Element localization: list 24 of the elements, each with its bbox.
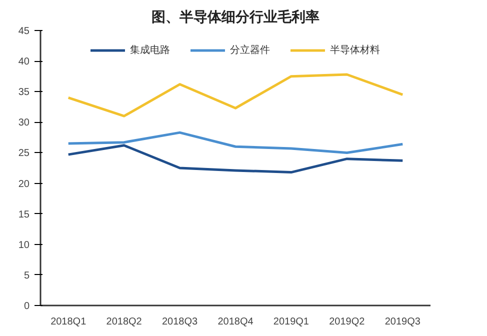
y-tick-label: 0 <box>24 301 30 312</box>
y-tick-label: 35 <box>18 87 30 98</box>
x-tick-label: 2018Q4 <box>218 316 254 328</box>
y-tick-label: 10 <box>18 240 30 251</box>
y-tick-label: 5 <box>24 270 30 282</box>
x-tick-label: 2018Q1 <box>50 316 87 328</box>
y-tick-label: 40 <box>18 56 30 68</box>
line-series <box>67 131 404 154</box>
y-tick-label: 25 <box>18 148 30 160</box>
x-tick-label: 2019Q2 <box>329 316 366 328</box>
line-series <box>67 144 404 174</box>
legend-label: 半导体材料 <box>330 44 380 57</box>
chart-title: 图、半导体细分行业毛利率 <box>152 8 320 26</box>
line-series <box>67 73 404 118</box>
y-tick-label: 15 <box>18 209 30 220</box>
legend-label: 分立器件 <box>230 44 270 57</box>
x-tick-label: 2019Q3 <box>384 316 421 328</box>
y-tick-label: 45 <box>18 26 30 37</box>
x-tick-label: 2018Q2 <box>106 316 142 328</box>
y-tick-label: 30 <box>18 118 30 129</box>
legend-label: 集成电路 <box>130 44 170 57</box>
x-tick-label: 2018Q3 <box>162 316 198 328</box>
y-tick-label: 20 <box>18 178 30 190</box>
x-tick-label: 2019Q1 <box>273 316 310 328</box>
